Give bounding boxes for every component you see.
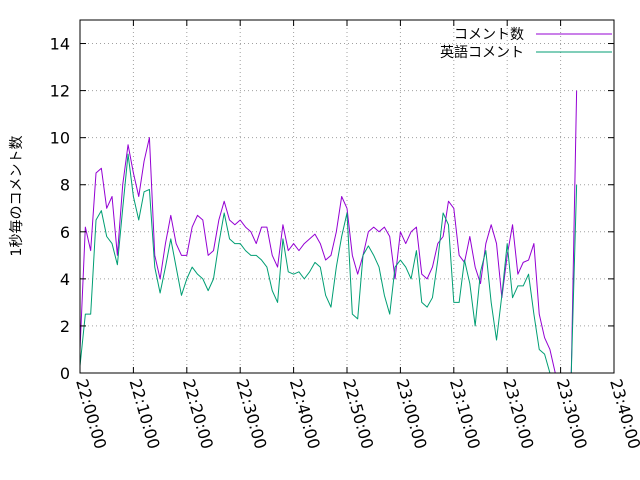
legend-label-2: 英語コメント — [440, 44, 524, 61]
y-tick-label: 0 — [60, 364, 70, 383]
y-tick-label: 14 — [50, 35, 70, 54]
x-tick-label: 23:40:00 — [606, 377, 640, 451]
x-tick-label: 22:00:00 — [72, 377, 110, 451]
series-spike-2 — [565, 184, 578, 374]
gridlines — [80, 20, 614, 373]
x-tick-label: 22:20:00 — [179, 377, 217, 451]
x-tick-label: 22:40:00 — [286, 377, 324, 451]
series-line-1 — [79, 137, 572, 374]
x-tick-label: 22:10:00 — [126, 377, 164, 451]
x-tick-label: 23:30:00 — [553, 377, 591, 451]
x-tick-label: 23:00:00 — [393, 377, 431, 451]
y-tick-label: 12 — [50, 82, 70, 101]
y-tick-label: 4 — [60, 270, 70, 289]
legend-label-1: コメント数 — [454, 27, 524, 43]
x-tick-label: 23:20:00 — [499, 377, 537, 451]
y-axis-title: 1秒毎のコメント数 — [9, 136, 25, 257]
x-tick-label: 22:50:00 — [339, 377, 377, 451]
axis-ticks: 0 2 4 6 8 10 12 14 22:00:00 22:10:00 22:20:00 22:30… — [50, 20, 640, 451]
y-tick-label: 6 — [60, 223, 70, 242]
series-line-2 — [79, 153, 572, 374]
y-tick-label: 2 — [60, 317, 70, 336]
y-tick-label: 8 — [60, 176, 70, 195]
y-tick-label: 10 — [50, 129, 70, 148]
x-tick-label: 23:10:00 — [446, 377, 484, 451]
x-tick-label: 22:30:00 — [232, 377, 270, 451]
